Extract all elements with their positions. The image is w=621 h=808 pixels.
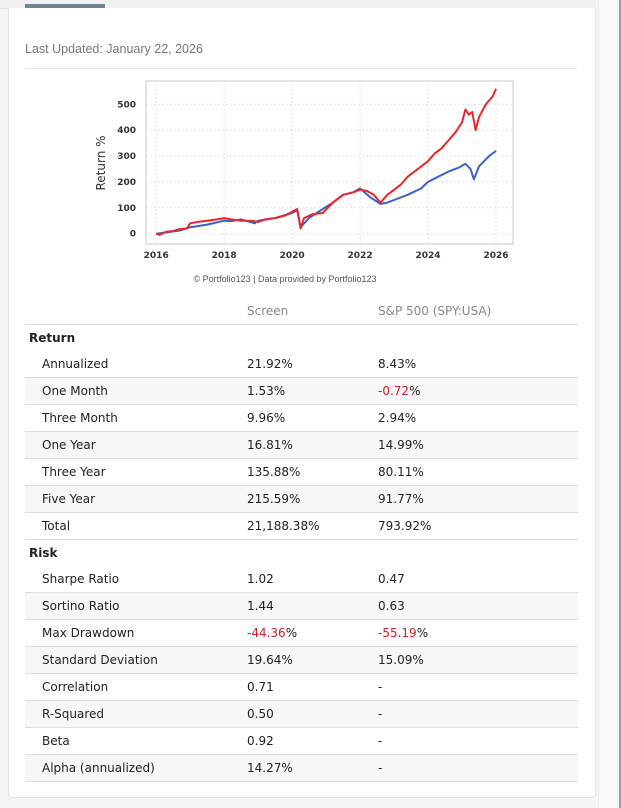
negative-value: -44.36: [247, 626, 286, 640]
window-edge: [619, 0, 621, 808]
y-tick-label: 300: [117, 152, 136, 162]
performance-chart: 0 100 200 300 400 500 2016 2018 2020 2022 2024 202…: [94, 80, 514, 284]
row-label: Three Month: [25, 404, 247, 432]
y-tick-label: 0: [130, 230, 136, 240]
table-row: Standard Deviation 19.64% 15.09%: [25, 646, 578, 674]
screen-value: 16.81%: [247, 431, 378, 459]
benchmark-value: 80.11%: [378, 458, 578, 486]
row-label: Alpha (annualized): [25, 754, 247, 782]
y-tick-label: 100: [117, 204, 136, 214]
x-tick-label: 2020: [280, 251, 305, 261]
grid-lines: [146, 81, 513, 244]
benchmark-value: -0.72%: [378, 377, 578, 405]
row-label: Standard Deviation: [25, 646, 247, 674]
table-row: Sharpe Ratio 1.02 0.47: [25, 566, 578, 593]
x-tick-labels: 2016 2018 2020 2022 2024 2026: [144, 251, 509, 261]
screen-value: 0.71: [247, 673, 378, 701]
y-tick-label: 500: [117, 100, 136, 110]
y-tick-label: 200: [117, 178, 136, 188]
benchmark-value: -55.19%: [378, 619, 578, 647]
benchmark-value: 8.43%: [378, 351, 578, 378]
series-lines: [155, 88, 497, 236]
x-tick-label: 2022: [348, 251, 373, 261]
row-label: Annualized: [25, 351, 247, 378]
table-row: Three Month 9.96% 2.94%: [25, 404, 578, 432]
statistics-table: Screen S&P 500 (SPY:USA) Return Annualize…: [25, 297, 578, 782]
table-row: One Month 1.53% -0.72%: [25, 377, 578, 405]
row-label: One Year: [25, 431, 247, 459]
screen-value: 215.59%: [247, 485, 378, 513]
benchmark-value: 2.94%: [378, 404, 578, 432]
table-row: Correlation 0.71-: [25, 673, 578, 701]
table-row: Five Year 215.59% 91.77%: [25, 485, 578, 513]
chart-footer: © Portfolio123 | Data provided by Portfo…: [193, 274, 376, 284]
benchmark-value: -: [378, 727, 578, 755]
table-header-row: Screen S&P 500 (SPY:USA): [25, 297, 578, 325]
table-row: Annualized 21.92% 8.43%: [25, 351, 578, 378]
screen-value: 0.92: [247, 727, 378, 755]
screen-value: -44.36%: [247, 619, 378, 647]
screen-value: 21.92%: [247, 351, 378, 378]
table-row: Alpha (annualized) 14.27% -: [25, 754, 578, 782]
section-row-return: Return: [25, 325, 578, 352]
table-row: Max Drawdown -44.36% -55.19%: [25, 619, 578, 647]
row-label: One Month: [25, 377, 247, 405]
screen-value: 1.53%: [247, 377, 378, 405]
screen-value: 135.88%: [247, 458, 378, 486]
x-tick-label: 2024: [416, 251, 441, 261]
screen-value: 21,188.38%: [247, 512, 378, 540]
scrollbar[interactable]: [598, 0, 618, 808]
table-row: Beta 0.92-: [25, 727, 578, 755]
active-tab-indicator[interactable]: [25, 4, 105, 8]
y-tick-label: 400: [117, 126, 136, 136]
row-label: R-Squared: [25, 700, 247, 728]
table-row: One Year 16.81% 14.99%: [25, 431, 578, 459]
section-title: Risk: [29, 546, 58, 560]
benchmark-value: -: [378, 673, 578, 701]
screen-value: 1.02: [247, 566, 378, 593]
plot-area: [145, 80, 514, 245]
table-row: R-Squared 0.50-: [25, 700, 578, 728]
row-label: Beta: [25, 727, 247, 755]
table-row: Sortino Ratio 1.44 0.63: [25, 592, 578, 620]
header-benchmark: S&P 500 (SPY:USA): [378, 297, 578, 325]
benchmark-value: 793.92%: [378, 512, 578, 540]
screen-value: 1.44: [247, 592, 378, 620]
row-label: Max Drawdown: [25, 619, 247, 647]
screen-value: 14.27%: [247, 754, 378, 782]
benchmark-value: 0.63: [378, 592, 578, 620]
last-updated-text: Last Updated: January 22, 2026: [25, 42, 203, 56]
benchmark-value: 91.77%: [378, 485, 578, 513]
benchmark-value: 0.47: [378, 566, 578, 593]
row-label: Five Year: [25, 485, 247, 513]
negative-value: -55.19: [378, 626, 417, 640]
section-title: Return: [29, 331, 76, 345]
header-blank: [25, 297, 247, 325]
x-tick-label: 2026: [483, 251, 508, 261]
x-tick-label: 2016: [144, 251, 169, 261]
screen-value: 19.64%: [247, 646, 378, 674]
benchmark-value: 15.09%: [378, 646, 578, 674]
row-label: Total: [25, 512, 247, 540]
row-label: Sharpe Ratio: [25, 566, 247, 593]
y-axis-label: Return %: [94, 135, 108, 190]
benchmark-value: -: [378, 754, 578, 782]
screen-value: 0.50: [247, 700, 378, 728]
divider: [25, 68, 577, 69]
row-label: Correlation: [25, 673, 247, 701]
table-row: Three Year 135.88% 80.11%: [25, 458, 578, 486]
x-tick-label: 2018: [212, 251, 237, 261]
header-screen: Screen: [247, 297, 378, 325]
benchmark-value: 14.99%: [378, 431, 578, 459]
row-label: Sortino Ratio: [25, 592, 247, 620]
series-line-screen: [155, 88, 497, 236]
screen-value: 9.96%: [247, 404, 378, 432]
benchmark-value: -: [378, 700, 578, 728]
section-row-risk: Risk: [25, 540, 578, 567]
y-tick-labels: 0 100 200 300 400 500: [117, 100, 136, 239]
row-label: Three Year: [25, 458, 247, 486]
negative-value: -0.72: [378, 384, 410, 398]
table-row: Total 21,188.38% 793.92%: [25, 512, 578, 540]
